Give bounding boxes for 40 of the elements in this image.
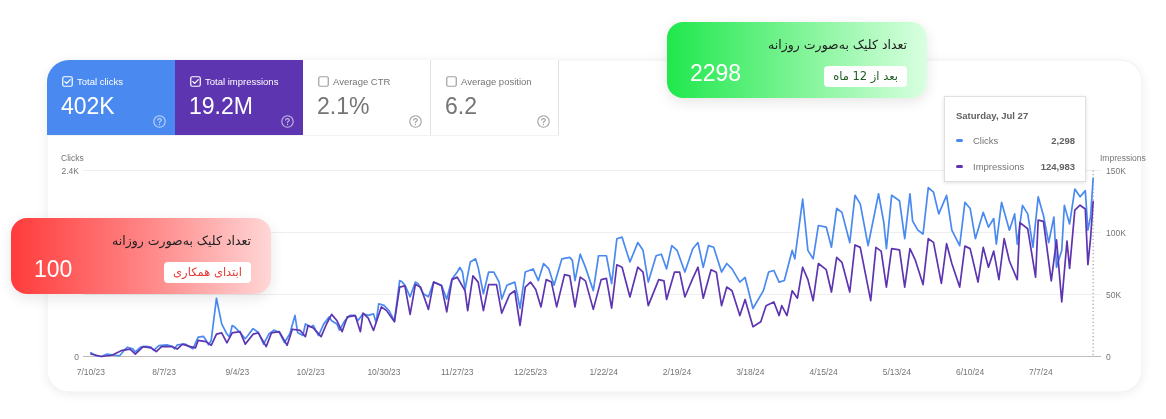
text: 2,298: [1051, 135, 1075, 146]
text: Saturday, Jul 27: [956, 110, 1029, 121]
x-tick-label: 8/7/23: [152, 367, 177, 377]
x-tick-label: 7/7/24: [1028, 367, 1053, 377]
x-tick-label: 4/15/24: [809, 367, 839, 377]
x-tick-label: 5/13/24: [882, 367, 912, 377]
text: بعد از 12 ماه: [824, 66, 907, 87]
x-tick-label: 7/10/23: [76, 367, 106, 377]
y2-tick-label: 100K: [1106, 227, 1127, 238]
x-tick-label: 10/30/23: [367, 367, 401, 377]
y-axis-title: Clicks: [61, 153, 84, 163]
text: 6.2: [445, 93, 477, 119]
legend-label: Impressions: [973, 161, 1025, 172]
x-tick-label: 6/10/24: [955, 367, 985, 377]
x-tick-label: 10/2/23: [296, 367, 326, 377]
text: Total impressions: [205, 76, 279, 87]
text: 19.2M: [189, 93, 253, 119]
text: 402K: [61, 93, 115, 119]
x-tick-label: 1/22/24: [589, 367, 619, 377]
text: تعداد کلیک به‌صورت روزانه: [768, 37, 907, 53]
legend-label: Clicks: [973, 135, 999, 146]
text: 2.1%: [317, 93, 370, 119]
text: Average position: [461, 76, 532, 87]
x-tick-label: 9/4/23: [225, 367, 250, 377]
x-tick-label: 2/19/24: [662, 367, 692, 377]
annotation: ابتدای همکاری: [164, 262, 251, 283]
text: 2298: [690, 60, 742, 86]
y2-tick-label: 150K: [1106, 165, 1127, 176]
x-tick-label: 3/18/24: [736, 367, 765, 377]
annotation: 124,983: [1040, 161, 1075, 172]
y2-tick-label: 50K: [1106, 289, 1122, 300]
y2-tick-label: 0: [1106, 351, 1111, 362]
y2-axis-title: Impressions: [1100, 153, 1146, 163]
text: Average CTR: [333, 76, 391, 87]
annotation: تعداد کلیک به‌صورت روزانه: [112, 233, 251, 249]
y-tick-label: 2.4K: [61, 165, 80, 176]
x-tick-label: 11/27/23: [440, 367, 474, 377]
text: 100: [34, 256, 73, 282]
x-tick-label: 12/25/23: [513, 367, 548, 377]
text: Total clicks: [77, 76, 123, 87]
